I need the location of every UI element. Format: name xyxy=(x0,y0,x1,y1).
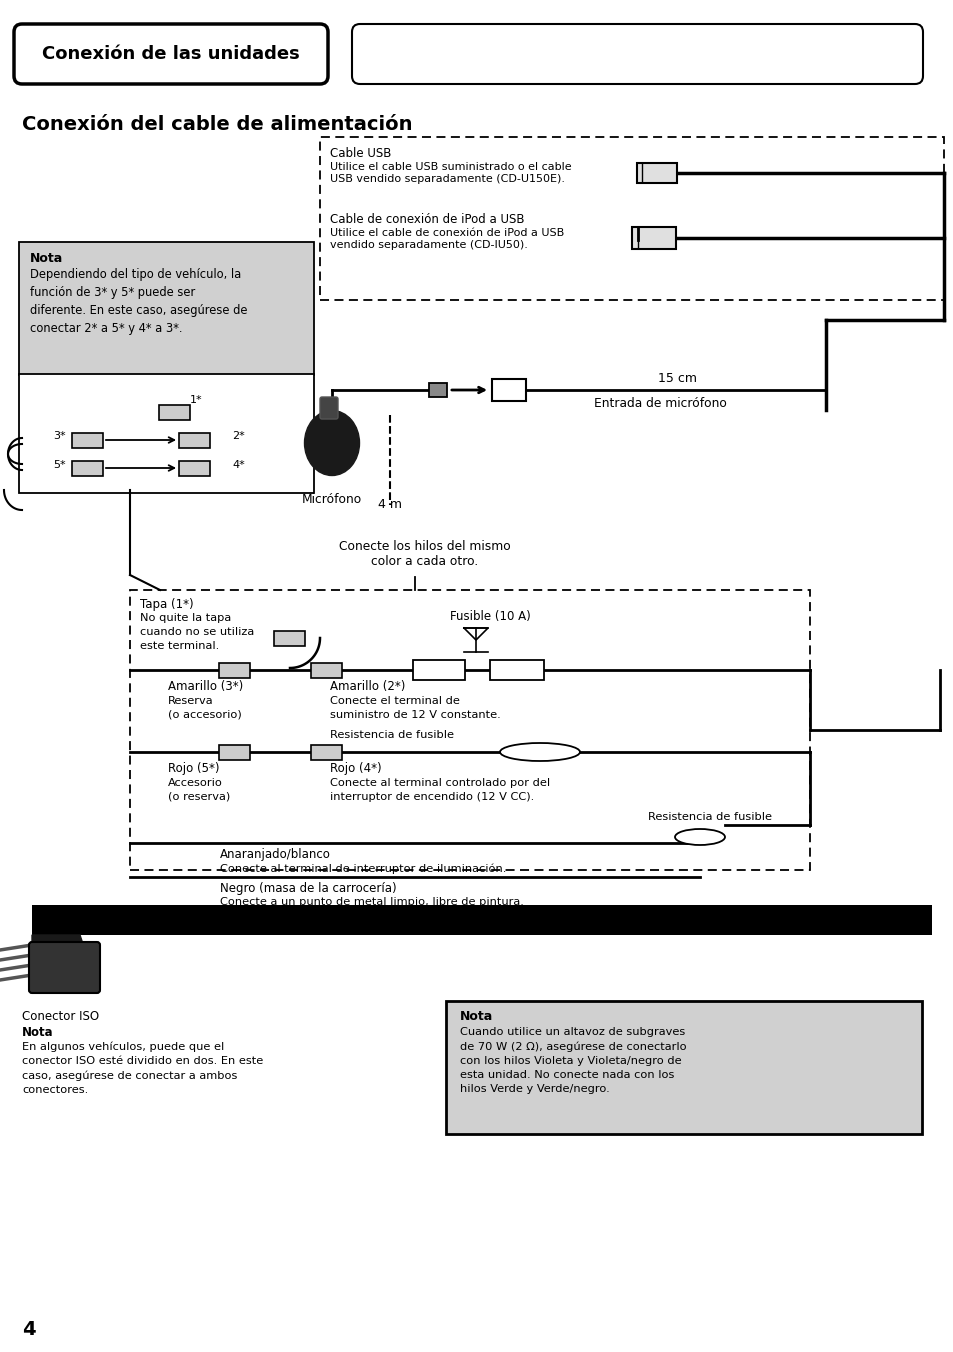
FancyBboxPatch shape xyxy=(446,1000,921,1134)
Text: 4*: 4* xyxy=(232,460,245,470)
Text: Fusible (10 A): Fusible (10 A) xyxy=(450,610,530,623)
Text: Rojo (4*): Rojo (4*) xyxy=(330,763,381,775)
Text: Conecte al terminal de interruptor de iluminación.: Conecte al terminal de interruptor de il… xyxy=(220,863,506,873)
Text: Amarillo (3*): Amarillo (3*) xyxy=(168,680,243,694)
Text: Conecte al terminal controlado por del
interruptor de encendido (12 V CC).: Conecte al terminal controlado por del i… xyxy=(330,777,550,802)
Text: Cable USB: Cable USB xyxy=(330,147,391,160)
Text: En algunos vehículos, puede que el
conector ISO esté dividido en dos. En este
ca: En algunos vehículos, puede que el conec… xyxy=(22,1042,263,1095)
FancyBboxPatch shape xyxy=(29,942,100,992)
Text: Accesorio
(o reserva): Accesorio (o reserva) xyxy=(168,777,230,802)
FancyBboxPatch shape xyxy=(72,461,103,476)
Text: 1*: 1* xyxy=(190,395,202,406)
Text: Cuando utilice un altavoz de subgraves
de 70 W (2 Ω), asegúrese de conectarlo
co: Cuando utilice un altavoz de subgraves d… xyxy=(459,1028,686,1094)
FancyBboxPatch shape xyxy=(492,379,525,402)
Text: Conecte los hilos del mismo
color a cada otro.: Conecte los hilos del mismo color a cada… xyxy=(338,539,511,568)
Polygon shape xyxy=(32,936,95,980)
FancyBboxPatch shape xyxy=(159,404,191,419)
Text: 2*: 2* xyxy=(232,431,245,441)
Text: Conecte a un punto de metal limpio, libre de pintura.: Conecte a un punto de metal limpio, libr… xyxy=(220,896,523,907)
Text: Utilice el cable de conexión de iPod a USB
vendido separadamente (CD-IU50).: Utilice el cable de conexión de iPod a U… xyxy=(330,228,563,250)
Text: Nota: Nota xyxy=(22,1026,53,1038)
Text: Nota: Nota xyxy=(459,1010,493,1023)
Text: 5*: 5* xyxy=(53,460,67,470)
FancyBboxPatch shape xyxy=(490,660,543,680)
Text: Reserva
(o accesorio): Reserva (o accesorio) xyxy=(168,696,241,721)
FancyBboxPatch shape xyxy=(19,375,314,493)
FancyBboxPatch shape xyxy=(219,745,251,760)
Text: 3*: 3* xyxy=(53,431,67,441)
Ellipse shape xyxy=(675,829,724,845)
FancyBboxPatch shape xyxy=(19,242,314,375)
FancyBboxPatch shape xyxy=(219,662,251,677)
FancyBboxPatch shape xyxy=(14,24,328,84)
FancyBboxPatch shape xyxy=(179,461,211,476)
FancyBboxPatch shape xyxy=(319,137,943,300)
Text: Anaranjado/blanco: Anaranjado/blanco xyxy=(220,848,331,861)
Text: 4: 4 xyxy=(22,1320,35,1338)
Text: Nota: Nota xyxy=(30,251,63,265)
Text: Conexión del cable de alimentación: Conexión del cable de alimentación xyxy=(22,115,412,134)
FancyBboxPatch shape xyxy=(319,397,337,419)
FancyBboxPatch shape xyxy=(72,433,103,448)
Text: No quite la tapa
cuando no se utiliza
este terminal.: No quite la tapa cuando no se utiliza es… xyxy=(140,612,254,652)
FancyBboxPatch shape xyxy=(429,383,447,397)
FancyBboxPatch shape xyxy=(179,433,211,448)
Bar xyxy=(32,904,931,936)
Text: 4 m: 4 m xyxy=(377,498,401,511)
FancyBboxPatch shape xyxy=(631,227,676,249)
FancyBboxPatch shape xyxy=(312,662,342,677)
Text: Rojo (5*): Rojo (5*) xyxy=(168,763,219,775)
Text: Resistencia de fusible: Resistencia de fusible xyxy=(330,730,454,740)
Text: Tapa (1*): Tapa (1*) xyxy=(140,598,193,611)
FancyBboxPatch shape xyxy=(130,589,809,869)
Text: Utilice el cable USB suministrado o el cable
USB vendido separadamente (CD-U150E: Utilice el cable USB suministrado o el c… xyxy=(330,162,571,184)
Text: Entrada de micrófono: Entrada de micrófono xyxy=(593,397,725,410)
FancyBboxPatch shape xyxy=(413,660,464,680)
Text: Conecte el terminal de
suministro de 12 V constante.: Conecte el terminal de suministro de 12 … xyxy=(330,696,500,721)
FancyBboxPatch shape xyxy=(274,630,305,645)
Text: Resistencia de fusible: Resistencia de fusible xyxy=(647,813,771,822)
Text: Micrófono: Micrófono xyxy=(301,493,362,506)
Text: Dependiendo del tipo de vehículo, la
función de 3* y 5* puede ser
diferente. En : Dependiendo del tipo de vehículo, la fun… xyxy=(30,268,247,335)
FancyBboxPatch shape xyxy=(312,745,342,760)
Text: Conexión de las unidades: Conexión de las unidades xyxy=(42,45,299,64)
FancyBboxPatch shape xyxy=(352,24,923,84)
Text: Negro (masa de la carrocería): Negro (masa de la carrocería) xyxy=(220,882,396,895)
Text: Conector ISO: Conector ISO xyxy=(22,1010,99,1023)
Ellipse shape xyxy=(304,411,359,476)
FancyBboxPatch shape xyxy=(637,164,677,183)
Text: 15 cm: 15 cm xyxy=(658,372,697,385)
Text: Cable de conexión de iPod a USB: Cable de conexión de iPod a USB xyxy=(330,214,524,226)
Ellipse shape xyxy=(499,744,579,761)
Text: Amarillo (2*): Amarillo (2*) xyxy=(330,680,405,694)
